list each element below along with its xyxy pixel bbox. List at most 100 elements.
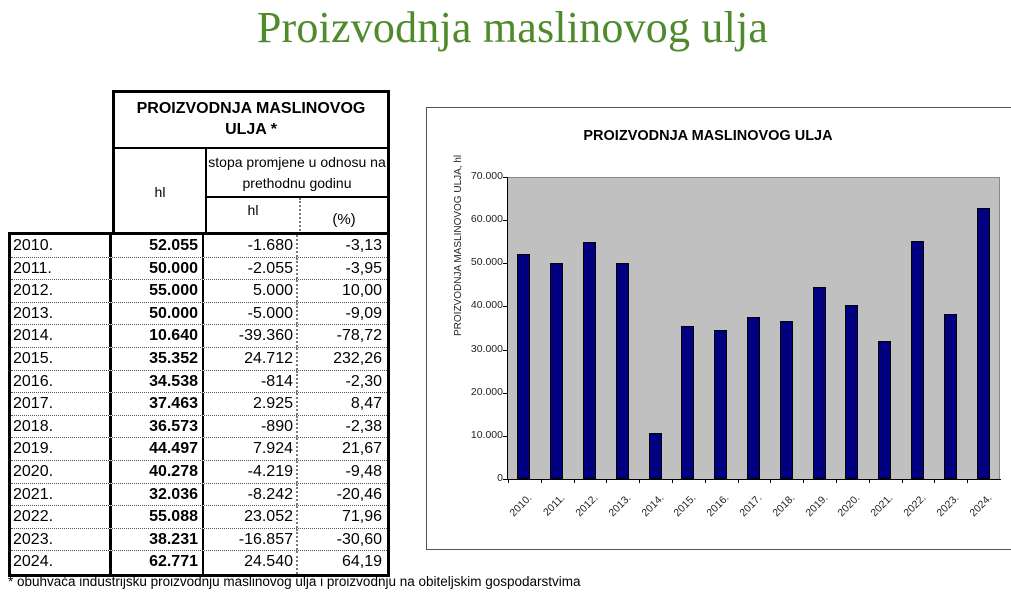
row-year: 2023.: [11, 528, 112, 551]
row-change-hl: -4.219: [204, 460, 298, 483]
chart-y-tick-label: 50.000: [470, 256, 503, 269]
chart-bar: [648, 433, 662, 479]
table-header-title: PROIZVODNJA MASLINOVOG ULJA *: [115, 93, 387, 149]
row-year: 2015.: [11, 347, 112, 370]
row-change-hl: -1.680: [204, 235, 298, 257]
row-year: 2010.: [11, 235, 112, 257]
row-year: 2019.: [11, 438, 112, 460]
row-hl: 52.055: [112, 235, 204, 257]
row-change-pct: 10,00: [341, 282, 382, 300]
row-hl: 38.231: [112, 528, 204, 551]
row-year: 2016.: [11, 370, 112, 393]
chart-bar: [583, 241, 596, 479]
row-change-pct: -3,95: [345, 259, 382, 277]
chart-y-tick-label: 0: [497, 472, 503, 484]
row-change-hl: 24.540: [204, 551, 298, 574]
chart-y-tick-mark: [503, 177, 508, 178]
table-row: 2017. 37.463 2.925 8,47: [11, 393, 387, 416]
row-change-pct: 21,67: [341, 440, 382, 458]
table-row: 2015. 35.352 24.712 232,26: [11, 347, 387, 371]
row-change-hl: -814: [204, 370, 298, 393]
row-year: 2013.: [11, 302, 112, 325]
row-change-hl: -39.360: [204, 325, 298, 347]
row-change-hl: -2.055: [204, 257, 298, 280]
row-hl: 32.036: [112, 483, 204, 506]
chart-title: PROIZVODNJA MASLINOVOG ULJA: [583, 128, 833, 144]
chart-y-tick-label: 40.000: [470, 299, 503, 312]
table-row: 2010. 52.055 -1.680 -3,13: [11, 235, 387, 258]
chart-x-tick-mark: [803, 479, 805, 483]
chart-x-tick-mark: [868, 479, 870, 483]
table-row: 2013. 50.000 -5.000 -9,09: [11, 302, 387, 326]
table-header-rate-hl: hl: [207, 198, 301, 235]
chart-y-tick-label: 70.000: [470, 170, 503, 182]
row-change-hl: 2.925: [204, 393, 298, 415]
chart-x-tick-mark: [508, 479, 509, 483]
row-year: 2021.: [11, 483, 112, 506]
chart-bar: [550, 263, 564, 479]
chart-x-tick-mark: [901, 479, 903, 483]
chart-x-axis: [507, 479, 1001, 480]
row-hl: 50.000: [112, 257, 204, 280]
table-row: 2022. 55.088 23.052 71,96: [11, 506, 387, 529]
chart-x-tick-mark: [737, 479, 739, 483]
table-row: 2012. 55.000 5.000 10,00: [11, 280, 387, 303]
page-title: Proizvodnja maslinovog ulja: [256, 3, 769, 52]
chart-x-tick-mark: [704, 479, 706, 483]
row-hl: 37.463: [112, 393, 204, 415]
row-change-pct: 71,96: [341, 508, 382, 526]
row-change-hl: -8.242: [204, 483, 298, 506]
footnote: * obuhvaća industrijsku proizvodnju masl…: [8, 574, 581, 589]
table-row: 2021. 32.036 -8.242 -20,46: [11, 483, 387, 507]
row-hl: 34.538: [112, 370, 204, 393]
row-change-hl: 7.924: [204, 438, 298, 460]
row-change-pct: -2,38: [345, 417, 382, 435]
row-hl: 50.000: [112, 302, 204, 325]
table-header: PROIZVODNJA MASLINOVOG ULJA * hl stopa p…: [112, 90, 390, 235]
row-year: 2018.: [11, 415, 112, 438]
row-hl: 10.640: [112, 325, 204, 347]
row-hl: 44.497: [112, 438, 204, 460]
chart-y-tick-label: 20.000: [470, 385, 503, 398]
row-change-pct: -3,13: [345, 237, 382, 254]
chart-bar: [779, 321, 793, 479]
table-row: 2023. 38.231 -16.857 -30,60: [11, 528, 387, 552]
row-change-pct: -30,60: [336, 530, 382, 548]
row-hl: 55.088: [112, 506, 204, 528]
chart-x-tick-mark: [934, 479, 936, 483]
row-year: 2022.: [11, 506, 112, 528]
chart-bar: [845, 305, 859, 479]
row-hl: 36.573: [112, 415, 204, 438]
chart-y-tick-label: 10.000: [470, 428, 503, 441]
row-year: 2024.: [11, 551, 112, 574]
row-change-pct: -78,72: [336, 327, 382, 345]
chart-y-tick-label: 60.000: [470, 213, 503, 226]
chart-bar: [681, 326, 695, 479]
chart-x-tick-mark: [967, 479, 969, 483]
row-year: 2012.: [11, 280, 112, 302]
table-row: 2016. 34.538 -814 -2,30: [11, 370, 387, 394]
chart-x-tick-mark: [672, 479, 673, 483]
chart-y-tick-mark: [503, 349, 508, 351]
chart-x-tick-mark: [836, 479, 837, 483]
row-change-hl: 5.000: [204, 280, 298, 302]
table-row: 2020. 40.278 -4.219 -9,48: [11, 460, 387, 484]
row-change-hl: 23.052: [204, 506, 298, 528]
row-change-hl: -16.857: [204, 528, 298, 551]
row-year: 2014.: [11, 325, 112, 347]
row-change-pct: 232,26: [333, 349, 382, 367]
row-hl: 40.278: [112, 460, 204, 483]
chart-y-tick-mark: [503, 392, 508, 394]
table-header-rate-pct: (%): [332, 211, 356, 228]
row-change-pct: -9,48: [345, 462, 382, 480]
table-body: 2010. 52.055 -1.680 -3,13 2011. 50.000 -2.055 -…: [8, 232, 390, 577]
chart-x-tick-mark: [770, 479, 772, 483]
chart-x-tick-mark: [606, 479, 608, 483]
row-hl: 35.352: [112, 347, 204, 370]
chart-bar: [517, 254, 531, 479]
chart-bar: [714, 329, 728, 479]
row-year: 2011.: [11, 257, 112, 280]
chart-y-tick-label: 30.000: [470, 342, 503, 355]
chart-bar: [911, 241, 924, 479]
table-row: 2011. 50.000 -2.055 -3,95: [11, 257, 387, 281]
